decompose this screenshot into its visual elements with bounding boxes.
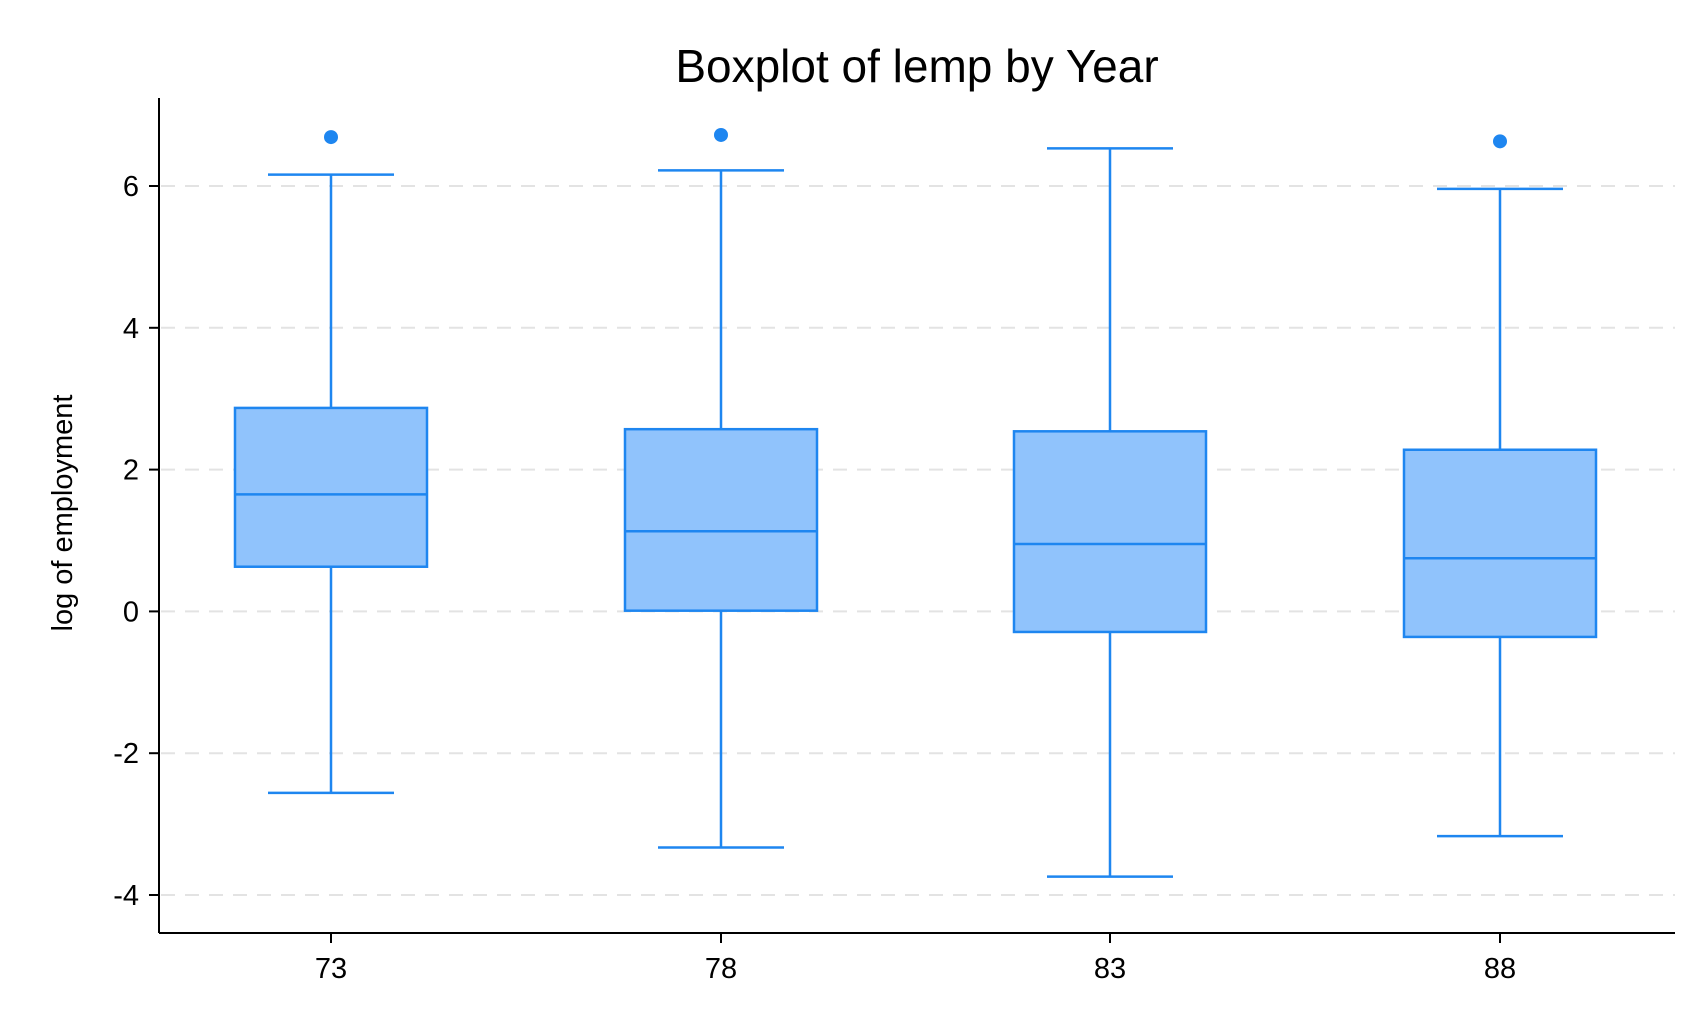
- outlier-point: [1493, 134, 1507, 149]
- x-tick-label: 83: [1094, 953, 1126, 985]
- x-ticks: 73 78 83 88: [315, 933, 1516, 985]
- y-tick-label: -2: [113, 738, 139, 770]
- x-tick-label: 88: [1484, 953, 1516, 985]
- y-tick-label: 0: [123, 596, 139, 628]
- box-iqr: [233, 406, 429, 568]
- boxes: [233, 127, 1598, 878]
- x-tick-label: 73: [315, 953, 347, 985]
- y-tick-label: 4: [123, 313, 139, 345]
- y-tick-label: 6: [123, 171, 139, 203]
- x-tick-label: 78: [705, 953, 737, 985]
- box-iqr: [1402, 448, 1598, 639]
- chart-title: Boxplot of lemp by Year: [675, 40, 1158, 92]
- outlier-point: [324, 130, 338, 145]
- box-group-73: [233, 130, 429, 795]
- box-group-78: [623, 127, 819, 849]
- box-iqr: [1012, 430, 1208, 634]
- y-tick-label: 2: [123, 455, 139, 487]
- axes: [158, 98, 1675, 934]
- box-iqr: [623, 427, 819, 612]
- box-group-83: [1012, 147, 1208, 878]
- y-ticks: 6 4 2 0 -2 -4: [113, 171, 159, 912]
- outlier-point: [714, 127, 728, 142]
- y-tick-label: -4: [113, 880, 139, 912]
- box-group-88: [1402, 134, 1598, 838]
- y-axis-label: log of employment: [47, 395, 79, 632]
